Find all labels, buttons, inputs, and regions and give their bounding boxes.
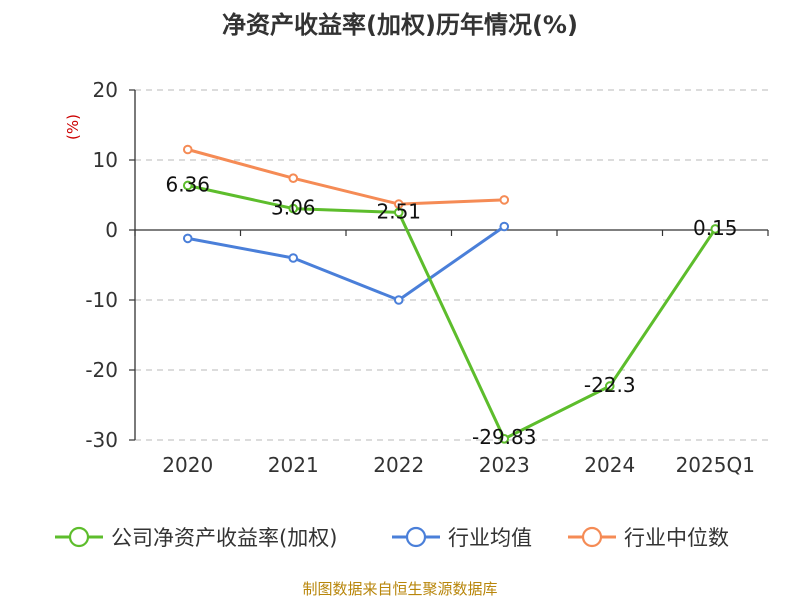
- data-label: 0.15: [693, 216, 738, 240]
- data-point[interactable]: [393, 295, 404, 305]
- data-point[interactable]: [393, 207, 404, 218]
- data-point[interactable]: [288, 203, 299, 214]
- x-tick-label: 2022: [373, 453, 424, 477]
- series-line-1: [187, 225, 506, 302]
- data-labels: 6.36 3.06 2.51 -29.83 -22.3 0.15: [165, 172, 737, 448]
- data-label: -22.3: [584, 373, 636, 397]
- series-line-0: [187, 184, 717, 441]
- data-label: 2.51: [376, 199, 421, 223]
- y-tick-label: 0: [105, 218, 118, 242]
- data-point[interactable]: [288, 253, 299, 263]
- x-tick-label: 2024: [584, 453, 635, 477]
- y-tick-label: 20: [93, 78, 118, 102]
- data-label: -29.83: [472, 425, 536, 449]
- y-tick-label: -20: [85, 358, 118, 382]
- data-point[interactable]: [288, 173, 299, 183]
- data-point[interactable]: [710, 224, 721, 234]
- x-tick-label: 2025Q1: [676, 453, 755, 477]
- y-axis-unit: (%): [64, 114, 82, 140]
- series-group: [182, 144, 721, 444]
- series-line-2: [187, 148, 505, 206]
- data-point[interactable]: [182, 180, 193, 191]
- source-note: 制图数据来自恒生聚源数据库: [302, 580, 497, 598]
- axes: 20 10 0 -10 -20 -30 2020 2021 2022 2023 2024 2025Q1: [85, 78, 769, 477]
- y-tick-label: -30: [85, 428, 118, 452]
- data-point[interactable]: [182, 144, 193, 155]
- legend-label[interactable]: 行业中位数: [624, 526, 729, 550]
- legend[interactable]: 公司净资产收益率(加权) 行业均值 行业中位数: [55, 526, 729, 550]
- x-tick-label: 2020: [162, 453, 213, 477]
- legend-label[interactable]: 公司净资产收益率(加权): [111, 526, 337, 550]
- x-tick-label: 2021: [268, 453, 319, 477]
- data-point[interactable]: [499, 221, 510, 232]
- y-tick-label: -10: [85, 288, 118, 312]
- data-label: 3.06: [271, 196, 316, 220]
- x-tick-label: 2023: [479, 453, 530, 477]
- data-point[interactable]: [499, 195, 510, 205]
- data-point[interactable]: [499, 434, 510, 444]
- legend-marker: [68, 526, 90, 548]
- data-label: 6.36: [165, 172, 210, 196]
- data-point[interactable]: [182, 233, 193, 244]
- legend-marker: [581, 526, 603, 548]
- legend-marker: [405, 526, 427, 548]
- y-tick-label: 10: [93, 148, 118, 172]
- legend-label[interactable]: 行业均值: [448, 526, 532, 550]
- data-point[interactable]: [604, 381, 615, 391]
- chart-title: 净资产收益率(加权)历年情况(%): [222, 11, 578, 39]
